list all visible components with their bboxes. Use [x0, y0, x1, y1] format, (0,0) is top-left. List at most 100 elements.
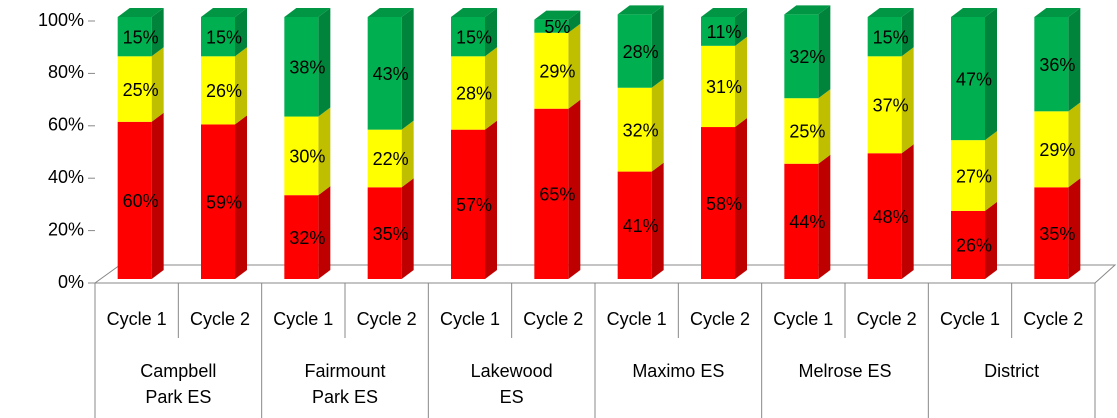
x-tick-label: Cycle 2 [189, 309, 250, 329]
bar-top [117, 8, 164, 17]
bar-side [151, 8, 164, 57]
data-label: 35% [1039, 224, 1075, 244]
bar-side [485, 120, 497, 279]
x-tick-label: Cycle 2 [1023, 309, 1084, 329]
bar-side [1068, 102, 1081, 188]
data-label: 28% [456, 84, 492, 104]
group-label: Lakewood ES [470, 361, 553, 407]
bar-side [568, 23, 581, 109]
bar-top [784, 5, 831, 15]
bar-side [318, 186, 331, 279]
bar-top [284, 8, 331, 17]
bar-side [1068, 178, 1081, 279]
data-label: 60% [123, 191, 159, 211]
bar-segment [784, 14, 819, 99]
bar-segment [951, 140, 985, 211]
data-label: 32% [289, 228, 325, 248]
bar-side [651, 162, 664, 279]
bar-segment [451, 17, 485, 57]
bar-segment [451, 129, 485, 279]
y-tick-label: 0% [58, 272, 84, 292]
bar-segment [701, 45, 735, 128]
bar-side [818, 154, 831, 279]
data-label: 58% [706, 194, 742, 214]
bar-segment [617, 87, 652, 172]
x-tick-label: Cycle 1 [273, 309, 334, 329]
data-label: 11% [707, 22, 742, 42]
x-tick-label: Cycle 2 [689, 309, 750, 329]
data-label: 26% [206, 81, 242, 101]
bar-side [985, 131, 997, 211]
bar-side [651, 78, 664, 172]
bar-top [617, 5, 664, 15]
bar-top [1034, 8, 1081, 17]
group-label: Maximo ES [632, 361, 725, 381]
bar-segment [201, 17, 235, 57]
data-label: 5% [544, 17, 570, 37]
y-tick-label: 60% [48, 115, 84, 135]
bar-side [401, 8, 414, 130]
bar-segment [617, 14, 652, 88]
data-label: 59% [206, 192, 242, 212]
bar-segment [451, 56, 485, 130]
bar-side [485, 47, 497, 130]
bar-top [867, 8, 914, 17]
data-label: 65% [539, 185, 575, 205]
bar-segment [117, 17, 152, 57]
bar-segment [201, 124, 235, 279]
bar-side [901, 8, 914, 57]
data-label: 32% [623, 120, 659, 140]
group-label: Campbell Park ES [140, 361, 217, 407]
y-tick-label: 40% [48, 167, 84, 187]
bar-segment [534, 108, 569, 279]
bar-segment [1034, 111, 1069, 188]
bar-side [568, 10, 581, 33]
data-label: 41% [623, 216, 659, 236]
bar-side [235, 47, 247, 125]
bar-segment [867, 17, 902, 57]
data-label: 48% [873, 207, 909, 227]
data-label: 25% [789, 122, 825, 142]
bar-side [818, 5, 831, 99]
bar-side [318, 8, 331, 117]
data-label: 15% [456, 27, 492, 47]
bar-side [1068, 8, 1081, 112]
bar-segment [367, 129, 402, 188]
data-label: 43% [373, 64, 409, 84]
data-label: 30% [289, 147, 325, 167]
data-label: 22% [373, 149, 409, 169]
bar-side [318, 107, 331, 196]
data-label: 57% [456, 195, 492, 215]
bar-side [568, 99, 581, 279]
bar-side [151, 47, 164, 122]
bar-side [818, 89, 831, 164]
bar-segment [1034, 187, 1069, 279]
x-tick-label: Cycle 2 [856, 309, 917, 329]
bar-segment [534, 32, 569, 109]
bar-top [201, 8, 247, 17]
data-label: 25% [123, 80, 159, 100]
bar-segment [117, 56, 152, 122]
y-tick-label: 20% [48, 219, 84, 239]
bar-segment [367, 17, 402, 130]
x-tick-label: Cycle 1 [606, 309, 667, 329]
bar-segment [534, 19, 569, 33]
bar-segment [701, 127, 735, 279]
bar-side [151, 112, 164, 279]
bar-side [735, 36, 747, 128]
bar-segment [701, 17, 735, 46]
bar-side [901, 47, 914, 154]
data-label: 26% [956, 236, 992, 256]
bar-segment [1034, 17, 1069, 112]
bar-segment [867, 56, 902, 154]
bar-side [901, 144, 914, 279]
bar-segment [367, 187, 402, 279]
bar-top [451, 8, 497, 17]
bar-segment [201, 56, 235, 125]
data-label: 32% [789, 47, 825, 67]
bar-segment [784, 98, 819, 164]
x-tick-label: Cycle 1 [939, 309, 1000, 329]
bar-side [401, 120, 414, 188]
